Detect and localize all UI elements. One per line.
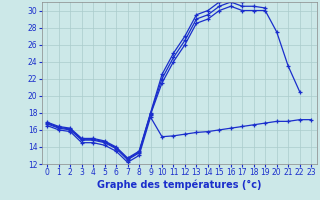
X-axis label: Graphe des températures (°c): Graphe des températures (°c) [97, 180, 261, 190]
